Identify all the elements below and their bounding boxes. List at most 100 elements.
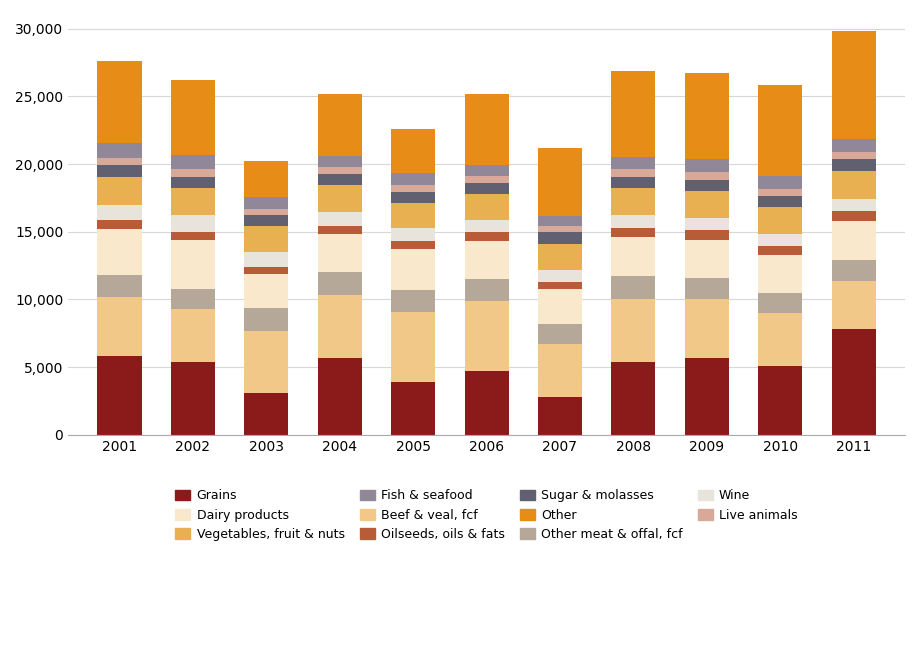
Bar	[684, 230, 728, 240]
Bar	[684, 180, 728, 191]
Bar	[244, 209, 288, 216]
Bar	[97, 297, 142, 356]
Bar	[611, 362, 654, 435]
Bar	[831, 260, 875, 281]
Bar	[317, 185, 361, 212]
Bar	[538, 397, 582, 435]
Bar	[757, 255, 801, 293]
Bar	[244, 161, 288, 197]
Bar	[171, 188, 215, 216]
Bar	[538, 270, 582, 282]
Bar	[391, 203, 435, 228]
Bar	[391, 290, 435, 312]
Bar	[171, 240, 215, 289]
Bar	[611, 237, 654, 276]
Bar	[611, 157, 654, 169]
Bar	[831, 171, 875, 199]
Bar	[684, 300, 728, 358]
Bar	[611, 216, 654, 228]
Bar	[464, 165, 508, 176]
Bar	[97, 143, 142, 158]
Bar	[391, 382, 435, 435]
Bar	[684, 358, 728, 435]
Bar	[244, 308, 288, 331]
Bar	[611, 228, 654, 237]
Bar	[317, 272, 361, 295]
Bar	[171, 177, 215, 188]
Bar	[317, 212, 361, 226]
Bar	[611, 188, 654, 216]
Bar	[464, 194, 508, 220]
Bar	[684, 172, 728, 180]
Bar	[97, 356, 142, 435]
Bar	[244, 226, 288, 252]
Bar	[831, 281, 875, 329]
Bar	[757, 176, 801, 189]
Bar	[464, 183, 508, 194]
Bar	[391, 129, 435, 173]
Bar	[391, 241, 435, 249]
Bar	[684, 240, 728, 277]
Bar	[538, 232, 582, 244]
Bar	[464, 220, 508, 232]
Bar	[611, 276, 654, 300]
Bar	[831, 139, 875, 152]
Bar	[611, 300, 654, 362]
Bar	[831, 329, 875, 435]
Bar	[97, 275, 142, 297]
Bar	[831, 152, 875, 159]
Bar	[244, 197, 288, 209]
Bar	[684, 218, 728, 230]
Bar	[757, 85, 801, 176]
Bar	[757, 366, 801, 435]
Bar	[171, 309, 215, 362]
Bar	[391, 192, 435, 203]
Bar	[97, 165, 142, 177]
Bar	[538, 148, 582, 216]
Bar	[684, 191, 728, 218]
Bar	[317, 358, 361, 435]
Bar	[757, 234, 801, 246]
Bar	[611, 169, 654, 177]
Bar	[171, 362, 215, 435]
Bar	[538, 324, 582, 344]
Bar	[538, 244, 582, 270]
Bar	[317, 226, 361, 234]
Bar	[831, 211, 875, 221]
Bar	[391, 173, 435, 185]
Bar	[244, 216, 288, 226]
Bar	[171, 289, 215, 309]
Bar	[317, 295, 361, 358]
Bar	[244, 267, 288, 274]
Bar	[391, 228, 435, 241]
Bar	[684, 277, 728, 300]
Bar	[611, 71, 654, 157]
Bar	[244, 274, 288, 308]
Bar	[171, 80, 215, 155]
Legend: Grains, Dairy products, Vegetables, fruit & nuts, Fish & seafood, Beef & veal, f: Grains, Dairy products, Vegetables, frui…	[169, 483, 803, 547]
Bar	[464, 232, 508, 241]
Bar	[538, 282, 582, 289]
Bar	[317, 156, 361, 167]
Bar	[97, 220, 142, 229]
Bar	[464, 94, 508, 165]
Bar	[317, 167, 361, 174]
Bar	[684, 159, 728, 172]
Bar	[97, 205, 142, 220]
Bar	[757, 293, 801, 313]
Bar	[317, 174, 361, 185]
Bar	[97, 61, 142, 143]
Bar	[684, 73, 728, 159]
Bar	[464, 279, 508, 301]
Bar	[831, 159, 875, 171]
Bar	[317, 94, 361, 156]
Bar	[831, 31, 875, 139]
Bar	[171, 232, 215, 240]
Bar	[611, 177, 654, 188]
Bar	[831, 221, 875, 260]
Bar	[831, 199, 875, 211]
Bar	[464, 371, 508, 435]
Bar	[538, 226, 582, 232]
Bar	[757, 207, 801, 234]
Bar	[757, 313, 801, 366]
